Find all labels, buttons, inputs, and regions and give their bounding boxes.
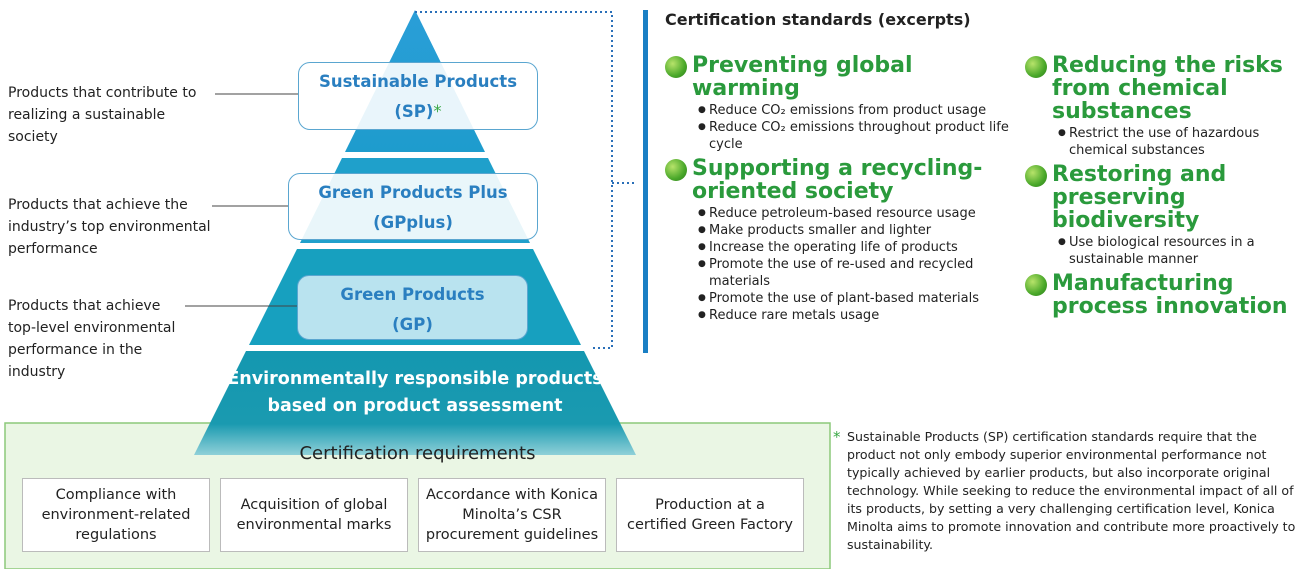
tier-abbr: (GP) xyxy=(392,315,433,334)
footnote: * Sustainable Products (SP) certificatio… xyxy=(833,428,1303,554)
standard-item: Reduce petroleum-based resource usage xyxy=(698,205,1015,222)
standard-item: Use biological resources in a sustainabl… xyxy=(1058,234,1300,268)
requirement: Compliance with environment-related regu… xyxy=(22,478,210,552)
category-items: Reduce petroleum-based resource usageMak… xyxy=(665,205,1015,324)
tier-4 xyxy=(194,351,636,455)
tier-name: Environmentally responsible products bas… xyxy=(227,369,603,416)
standard-category: Restoring and preserving biodiversityUse… xyxy=(1025,163,1300,268)
tier-label: Green Products (GP) xyxy=(297,275,528,340)
tier-abbr-line: (SP)* xyxy=(299,97,537,127)
standard-item: Make products smaller and lighter xyxy=(698,222,1015,239)
tier-name: Sustainable Products xyxy=(318,72,518,91)
requirement: Accordance with Konica Minolta’s CSR pro… xyxy=(418,478,606,552)
standards-title: Certification standards (excerpts) xyxy=(665,10,971,29)
category-name: Supporting a recycling-oriented society xyxy=(665,157,1015,203)
standard-item: Promote the use of plant-based materials xyxy=(698,290,1015,307)
standard-category: Preventing global warmingReduce CO₂ emis… xyxy=(665,54,1015,153)
asterisk: * xyxy=(833,428,841,446)
tier-label: Sustainable Products (SP)* xyxy=(298,62,538,130)
requirements-title: Certification requirements xyxy=(299,443,536,464)
standard-item: Promote the use of re-used and recycled … xyxy=(698,256,1015,290)
standards-column: Preventing global warmingReduce CO₂ emis… xyxy=(665,54,1015,328)
tier-description: Products that achieve the industry’s top… xyxy=(8,197,211,257)
tier-abbr: (SP) xyxy=(394,102,434,121)
category-name: Preventing global warming xyxy=(665,54,1015,100)
category-items: Use biological resources in a sustainabl… xyxy=(1025,234,1300,268)
requirement: Production at a certified Green Factory xyxy=(616,478,804,552)
standard-category: Manufacturing process innovation xyxy=(1025,272,1300,318)
category-name: Restoring and preserving biodiversity xyxy=(1025,163,1300,232)
category-name: Reducing the risks from chemical substan… xyxy=(1025,54,1300,123)
category-name: Manufacturing process innovation xyxy=(1025,272,1300,318)
standards-column: Reducing the risks from chemical substan… xyxy=(1025,54,1300,322)
asterisk: * xyxy=(433,102,442,121)
standard-item: Reduce rare metals usage xyxy=(698,307,1015,324)
tier-name: Green Products Plus xyxy=(318,183,508,202)
standard-category: Reducing the risks from chemical substan… xyxy=(1025,54,1300,159)
standard-item: Reduce CO₂ emissions throughout product … xyxy=(698,119,1015,153)
standard-item: Increase the operating life of products xyxy=(698,239,1015,256)
standard-category: Supporting a recycling-oriented societyR… xyxy=(665,157,1015,324)
standard-item: Reduce CO₂ emissions from product usage xyxy=(698,102,1015,119)
tier-label: Green Products Plus (GPplus) xyxy=(288,173,538,240)
dotted-bracket xyxy=(415,11,613,349)
blue-bar xyxy=(643,10,648,353)
tier-abbr: (GPplus) xyxy=(373,213,453,232)
footnote-text: Sustainable Products (SP) certification … xyxy=(847,429,1296,552)
category-items: Reduce CO₂ emissions from product usageR… xyxy=(665,102,1015,153)
tier-description: Products that contribute to realizing a … xyxy=(8,85,197,145)
category-items: Restrict the use of hazardous chemical s… xyxy=(1025,125,1300,159)
requirement: Acquisition of global environmental mark… xyxy=(220,478,408,552)
tier-description: Products that achieve top-level environm… xyxy=(8,298,176,380)
standard-item: Restrict the use of hazardous chemical s… xyxy=(1058,125,1300,159)
tier-name: Green Products xyxy=(340,285,485,304)
